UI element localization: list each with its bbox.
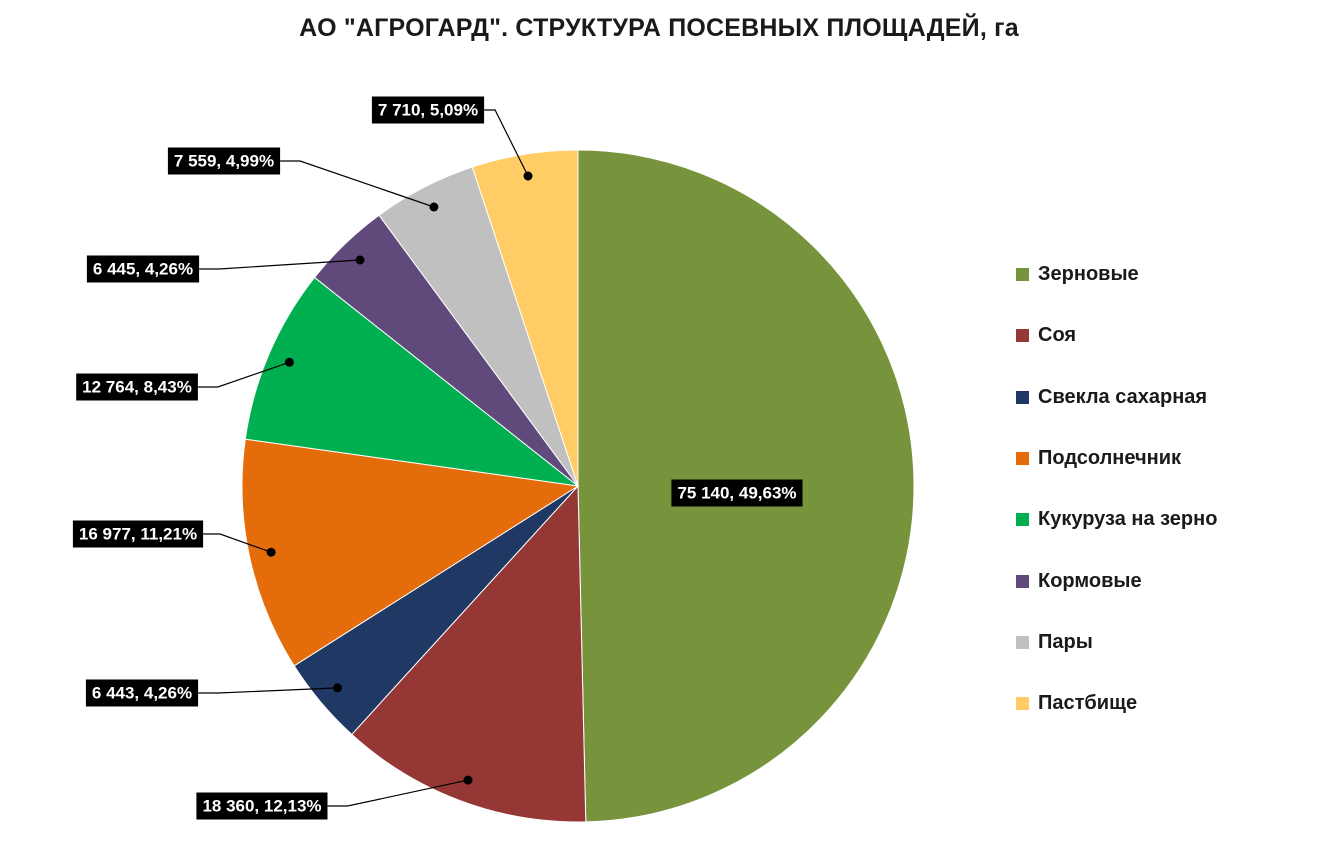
legend-swatch bbox=[1016, 268, 1029, 282]
data-label-text: 12 764, 8,43% bbox=[82, 378, 192, 397]
legend-label: Свекла сахарная bbox=[1038, 385, 1208, 408]
data-label-box bbox=[72, 520, 204, 548]
legend-item: Пастбище bbox=[1016, 673, 1217, 734]
leader-dot bbox=[355, 255, 365, 265]
data-label-box bbox=[671, 479, 803, 507]
legend-item: Соя bbox=[1016, 305, 1217, 366]
legend-label: Пастбище bbox=[1038, 692, 1138, 715]
pie-slice bbox=[351, 484, 587, 823]
leader-dot bbox=[463, 775, 473, 785]
leader-line bbox=[484, 109, 529, 177]
leader-line bbox=[327, 779, 469, 807]
data-label-text: 7 710, 5,09% bbox=[378, 101, 478, 120]
legend: Зерновые Соя Свекла сахарная Подсолнечни… bbox=[1016, 244, 1217, 734]
leader-dot bbox=[429, 202, 439, 212]
data-label-box bbox=[371, 96, 485, 124]
legend-swatch bbox=[1016, 390, 1029, 404]
legend-item: Кормовые bbox=[1016, 550, 1217, 611]
data-label-box bbox=[86, 255, 200, 283]
pie-slice bbox=[244, 276, 580, 487]
leader-dot bbox=[266, 547, 276, 557]
legend-swatch bbox=[1016, 329, 1029, 343]
legend-swatch bbox=[1016, 697, 1029, 711]
leader-line bbox=[199, 259, 361, 270]
legend-item: Зерновые bbox=[1016, 244, 1217, 305]
leader-dot bbox=[523, 171, 533, 181]
leader-dot bbox=[284, 357, 294, 367]
legend-swatch bbox=[1016, 574, 1029, 588]
data-label-text: 16 977, 11,21% bbox=[79, 525, 197, 544]
data-label-text: 6 443, 4,26% bbox=[92, 684, 192, 703]
legend-swatch bbox=[1016, 452, 1029, 466]
legend-label: Пары bbox=[1038, 630, 1093, 653]
chart-title: АО "АГРОГАРД". СТРУКТУРА ПОСЕВНЫХ ПЛОЩАД… bbox=[299, 14, 1019, 42]
legend-label: Соя bbox=[1038, 324, 1077, 347]
pie-slice bbox=[471, 149, 579, 487]
legend-item: Свекла сахарная bbox=[1016, 367, 1217, 428]
legend-item: Кукуруза на зерно bbox=[1016, 489, 1217, 550]
leader-line bbox=[280, 160, 435, 208]
legend-item: Пары bbox=[1016, 612, 1217, 673]
leader-line bbox=[198, 687, 338, 694]
data-label-box bbox=[85, 679, 199, 707]
legend-swatch bbox=[1016, 635, 1029, 649]
data-label-text: 6 445, 4,26% bbox=[93, 260, 193, 279]
pie-slice bbox=[241, 438, 580, 667]
data-label-box bbox=[76, 373, 198, 401]
data-label-text: 18 360, 12,13% bbox=[202, 797, 321, 816]
leader-dot bbox=[333, 683, 342, 693]
leader-line bbox=[203, 533, 272, 553]
data-label-text: 75 140, 49,63% bbox=[677, 484, 796, 503]
legend-swatch bbox=[1016, 513, 1029, 527]
data-label-box bbox=[167, 147, 281, 175]
leader-line bbox=[197, 361, 290, 388]
legend-label: Зерновые bbox=[1038, 263, 1139, 286]
legend-label: Кормовые bbox=[1038, 569, 1142, 592]
legend-label: Подсолнечник bbox=[1038, 447, 1182, 470]
legend-item: Подсолнечник bbox=[1016, 428, 1217, 489]
data-label-box bbox=[196, 792, 328, 820]
legend-label: Кукуруза на зерно bbox=[1038, 508, 1218, 531]
data-label-text: 7 559, 4,99% bbox=[174, 152, 274, 171]
